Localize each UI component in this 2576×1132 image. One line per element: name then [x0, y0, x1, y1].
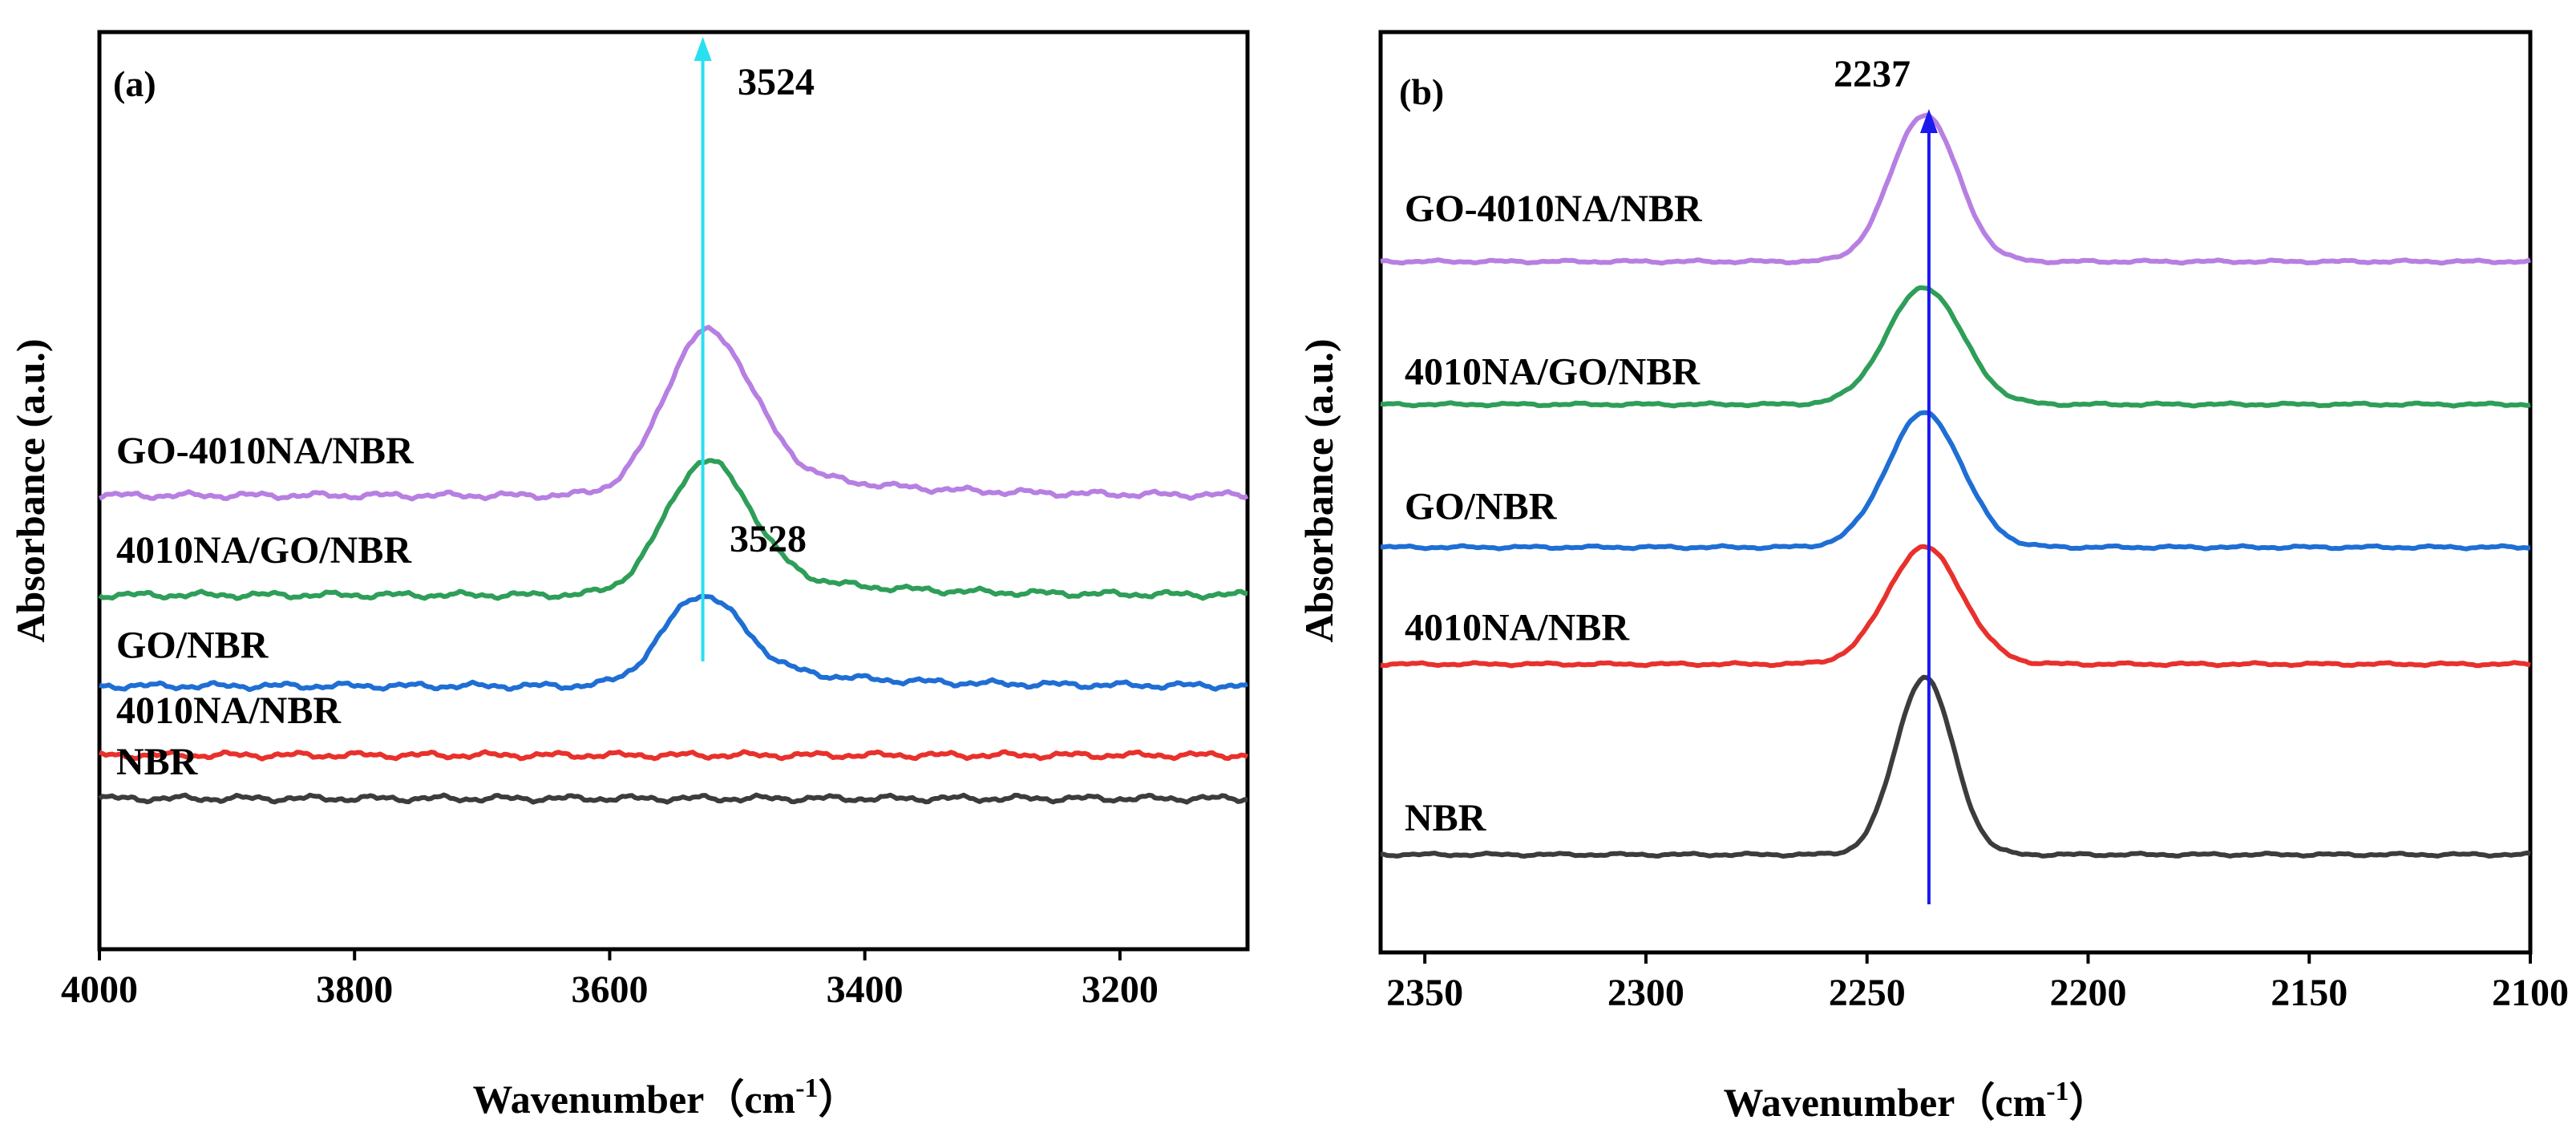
series-line-4010na-nbr: [1380, 544, 2531, 669]
x-tick-label: 2300: [1607, 972, 1684, 1014]
series-label-go-nbr: GO/NBR: [116, 625, 269, 667]
annotation-3528: 3528: [730, 518, 807, 560]
panel-b-frame: [1378, 30, 2533, 955]
panel-a-label: (a): [113, 63, 156, 104]
panel-a: (a) 4000 3800 3600 3400 3200 NBR 4010NA/NBR GO…: [8, 30, 1250, 1122]
panel-b-x-title-open: （: [1955, 1080, 1995, 1125]
panel-a-series-group: [98, 325, 1249, 805]
panel-b-x-title-unit: cm: [1995, 1080, 2046, 1125]
series-label-go-4010na-nbr: GO-4010NA/NBR: [1405, 188, 1703, 230]
panel-a-x-title-main: Wavenumber: [472, 1077, 704, 1122]
panel-a-x-title-open: （: [704, 1077, 744, 1122]
panel-b-x-title-exp: -1: [2046, 1077, 2068, 1106]
panel-a-x-ticks: 4000 3800 3600 3400 3200: [61, 949, 1159, 1011]
panel-b-label: (b): [1399, 71, 1444, 112]
arrow-head: [694, 37, 712, 61]
x-tick-label: 2350: [1386, 972, 1463, 1014]
series-line-go-nbr: [99, 593, 1248, 693]
panel-b-arrow: [1919, 109, 1938, 904]
panel-b: (b) 2350 2300 2250 2200 2150 2100 NBR 4010NA/N…: [1296, 30, 2569, 1125]
series-line-nbr: [98, 792, 1248, 805]
x-tick-label: 3200: [1082, 968, 1159, 1011]
x-tick-label: 2150: [2271, 972, 2348, 1014]
panel-a-frame: [97, 30, 1250, 952]
series-line-go-4010na-nbr: [1380, 112, 2531, 266]
panel-b-x-ticks: 2350 2300 2250 2200 2150 2100: [1386, 952, 2569, 1014]
panel-a-arrow: [694, 37, 712, 661]
series-label-4010na-go-nbr: 4010NA/GO/NBR: [1405, 350, 1700, 393]
panel-b-series-labels: NBR 4010NA/NBR GO/NBR 4010NA/GO/NBR GO-4010N…: [1405, 188, 1703, 839]
series-label-4010na-go-nbr: 4010NA/GO/NBR: [116, 529, 412, 572]
series-label-nbr: NBR: [1405, 797, 1487, 839]
panel-a-x-axis-title: Wavenumber（cm-1）: [472, 1073, 858, 1122]
x-tick-label: 2200: [2049, 972, 2126, 1014]
arrow-head: [1919, 109, 1938, 133]
x-tick-label: 2250: [1829, 972, 1906, 1014]
series-line-4010na-go-nbr: [1380, 285, 2531, 409]
x-tick-label: 4000: [61, 968, 138, 1011]
panel-b-x-title-main: Wavenumber: [1723, 1080, 1955, 1125]
series-line-go-4010na-nbr: [98, 325, 1249, 502]
annotation-2237: 2237: [1834, 53, 1911, 95]
x-tick-label: 2100: [2492, 972, 2569, 1014]
panel-a-series-labels: NBR 4010NA/NBR GO/NBR 4010NA/GO/NBR GO-4010N…: [116, 430, 415, 783]
x-tick-label: 3800: [316, 968, 393, 1011]
series-label-go-4010na-nbr: GO-4010NA/NBR: [116, 430, 415, 472]
annotation-3524: 3524: [738, 61, 815, 103]
x-tick-label: 3400: [827, 968, 904, 1011]
panel-a-x-title-close: ）: [819, 1077, 859, 1122]
panel-a-x-title-exp: -1: [795, 1073, 818, 1103]
panel-b-series-group: [1380, 112, 2531, 859]
series-label-4010na-nbr: 4010NA/NBR: [116, 689, 342, 732]
panel-a-x-title-unit: cm: [744, 1077, 795, 1122]
panel-a-y-axis-title: Absorbance (a.u.): [8, 338, 53, 642]
panel-b-x-title-close: ）: [2069, 1080, 2109, 1125]
panel-b-x-axis-title: Wavenumber（cm-1）: [1723, 1077, 2109, 1125]
series-line-nbr: [1380, 674, 2531, 859]
panel-b-y-axis-title: Absorbance (a.u.): [1296, 338, 1341, 642]
series-line-4010na-nbr: [98, 749, 1249, 762]
series-label-go-nbr: GO/NBR: [1405, 486, 1558, 528]
series-line-go-nbr: [1380, 410, 2531, 552]
series-label-4010na-nbr: 4010NA/NBR: [1405, 606, 1630, 649]
series-line-4010na-go-nbr: [98, 458, 1248, 601]
x-tick-label: 3600: [571, 968, 648, 1011]
series-label-nbr: NBR: [116, 741, 199, 783]
